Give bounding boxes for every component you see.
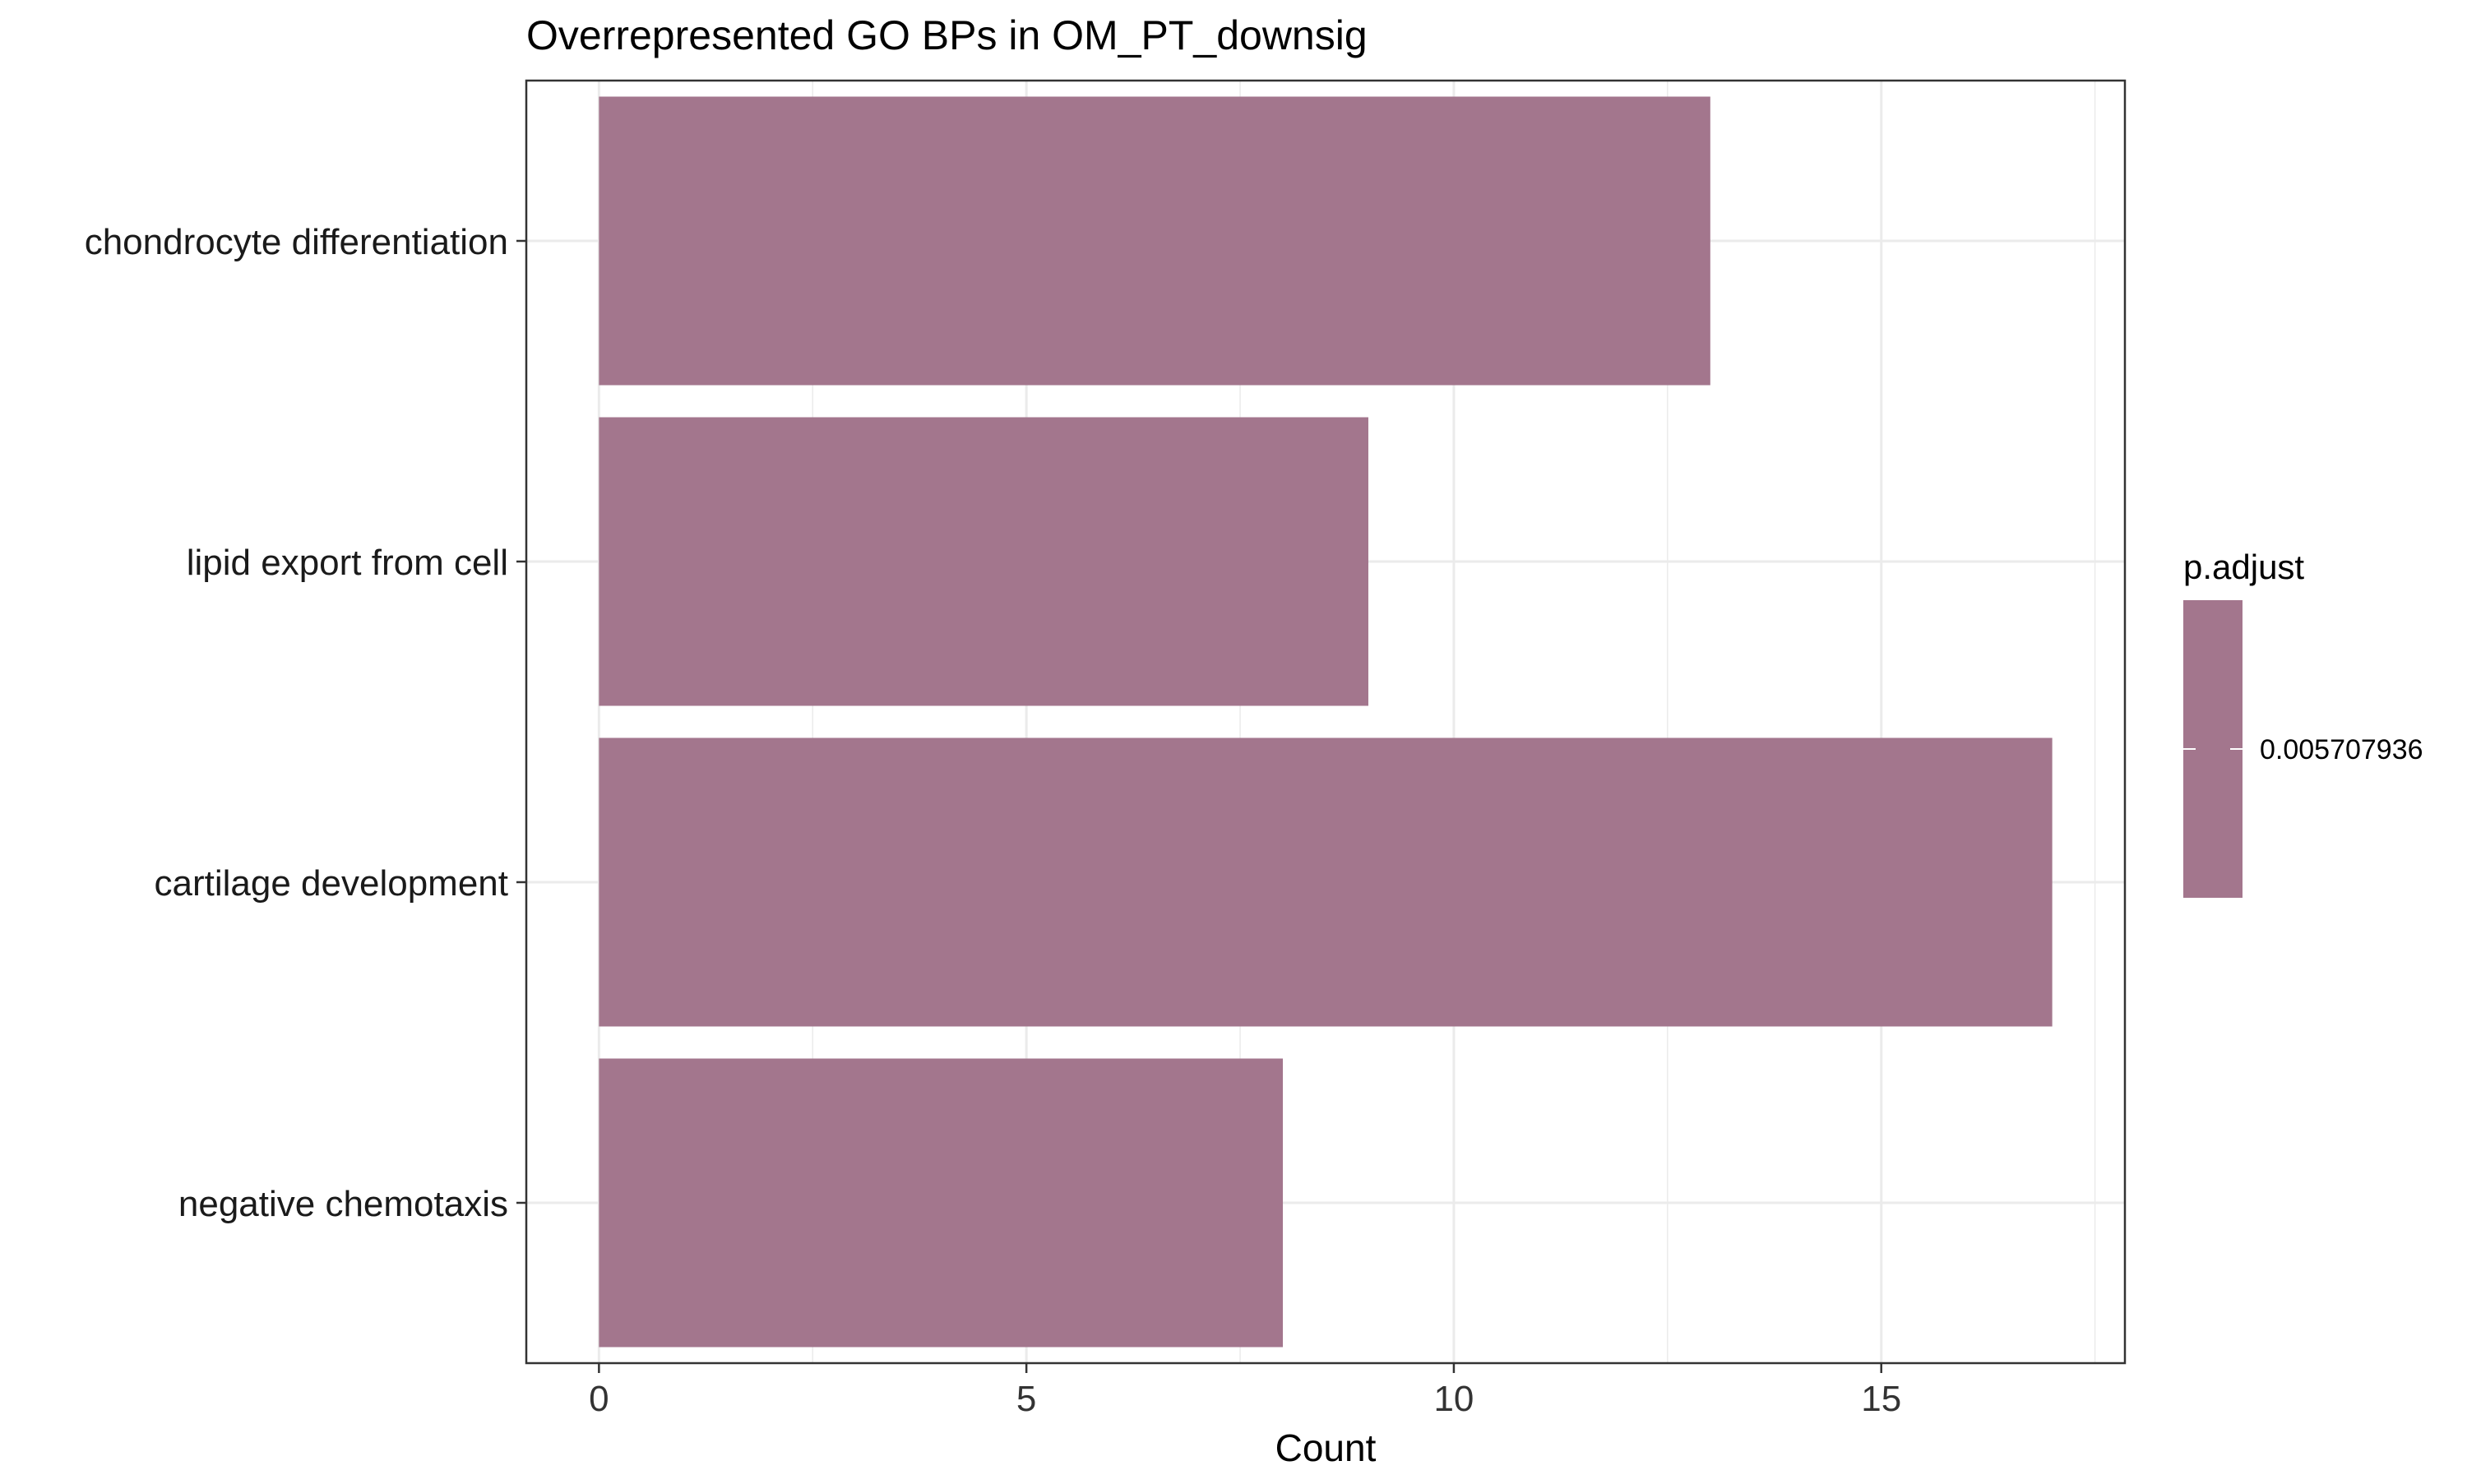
y-tick-label: chondrocyte differentiation: [85, 222, 508, 262]
y-tick-label: negative chemotaxis: [178, 1184, 508, 1224]
bar-1: [599, 417, 1368, 706]
axis-layer: 0 5 10 15 chondrocyte differentiation lipid e…: [85, 222, 1902, 1419]
y-tick-label: lipid export from cell: [187, 543, 508, 583]
legend-title: p.adjust: [2183, 548, 2304, 586]
y-tick-label: cartilage development: [155, 863, 508, 904]
legend: p.adjust 0.005707936: [2183, 548, 2423, 898]
x-tick-label: 10: [1433, 1379, 1474, 1419]
x-tick-label: 5: [1016, 1379, 1036, 1419]
bar-layer: [599, 96, 2053, 1348]
panel-border: [525, 79, 2127, 1365]
legend-value-label: 0.005707936: [2260, 734, 2423, 765]
bar-2: [599, 737, 2053, 1027]
x-tick-label: 0: [589, 1379, 609, 1419]
x-axis-title: Count: [1275, 1426, 1377, 1469]
bar-0: [599, 96, 1710, 386]
chart-title: Overrepresented GO BPs in OM_PT_downsig: [526, 12, 1368, 58]
bar-3: [599, 1058, 1284, 1348]
x-tick-label: 15: [1861, 1379, 1901, 1419]
